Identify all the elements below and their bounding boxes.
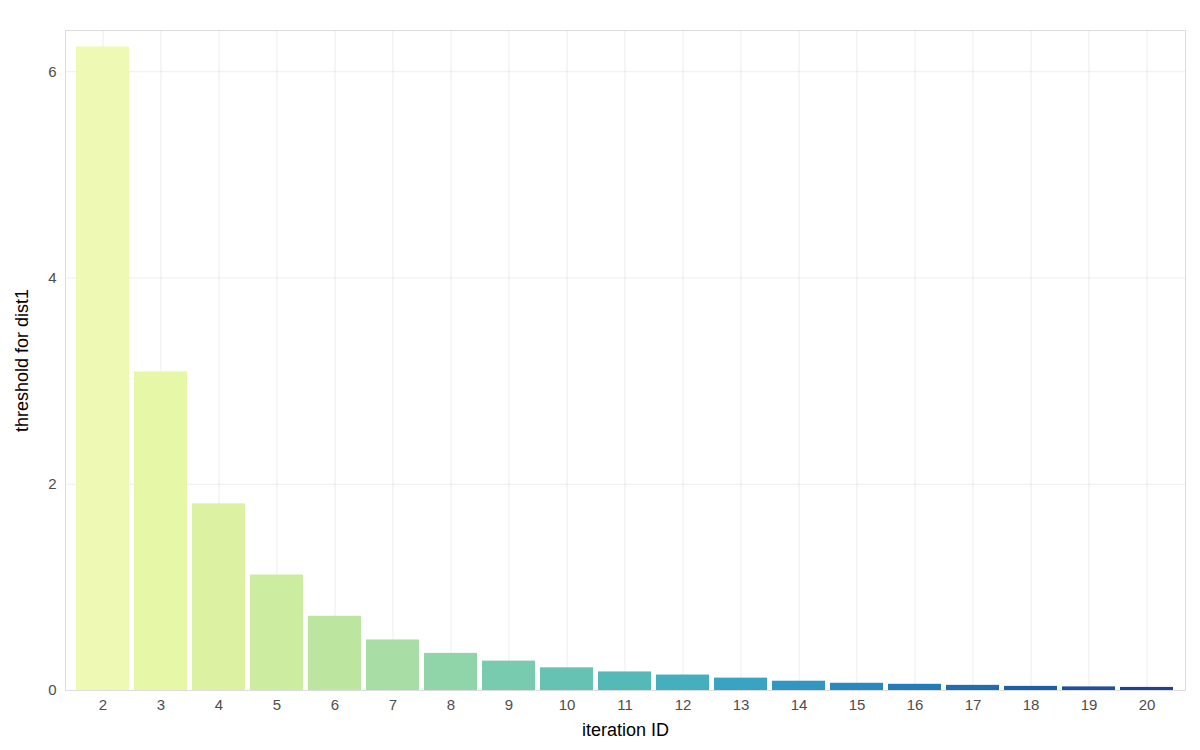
svg-text:3: 3	[157, 696, 165, 713]
svg-text:iteration ID: iteration ID	[582, 720, 669, 740]
svg-text:4: 4	[215, 696, 223, 713]
svg-text:threshold for dist1: threshold for dist1	[12, 289, 32, 432]
svg-text:2: 2	[48, 475, 56, 492]
svg-text:13: 13	[733, 696, 750, 713]
svg-text:12: 12	[675, 696, 692, 713]
svg-text:5: 5	[273, 696, 281, 713]
svg-text:15: 15	[849, 696, 866, 713]
svg-text:17: 17	[965, 696, 982, 713]
svg-text:0: 0	[48, 681, 56, 698]
svg-text:4: 4	[48, 269, 56, 286]
svg-text:18: 18	[1023, 696, 1040, 713]
svg-text:6: 6	[48, 63, 56, 80]
svg-text:9: 9	[505, 696, 513, 713]
svg-text:19: 19	[1081, 696, 1098, 713]
svg-text:10: 10	[559, 696, 576, 713]
svg-text:20: 20	[1139, 696, 1156, 713]
svg-text:14: 14	[791, 696, 808, 713]
svg-text:2: 2	[99, 696, 107, 713]
svg-text:11: 11	[617, 696, 633, 713]
svg-text:16: 16	[907, 696, 924, 713]
svg-text:6: 6	[331, 696, 339, 713]
svg-text:7: 7	[389, 696, 397, 713]
svg-text:8: 8	[447, 696, 455, 713]
